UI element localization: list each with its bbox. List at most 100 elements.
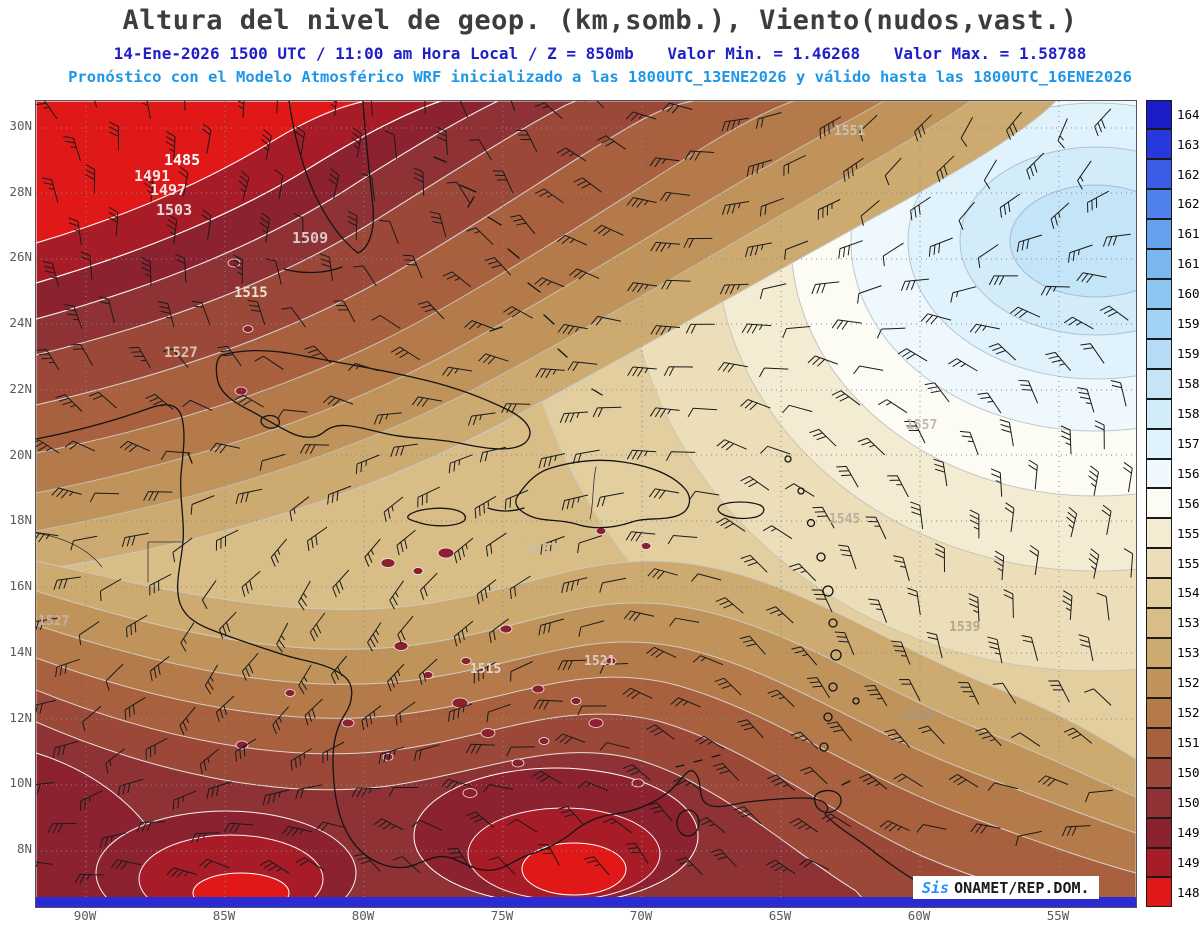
- wind-barb: [920, 313, 952, 325]
- colorbar-value: 1539: [1177, 615, 1200, 631]
- wind-barb: [853, 365, 884, 375]
- coastline-haiti-peninsula: [487, 507, 525, 512]
- wind-barb: [117, 778, 144, 796]
- wind-barb: [259, 212, 271, 243]
- wind-barb: [710, 848, 737, 868]
- wind-barb: [531, 770, 562, 784]
- wind-barb: [784, 240, 809, 260]
- wind-barb: [583, 856, 610, 876]
- wind-barb: [540, 535, 565, 555]
- wind-barb: [897, 348, 928, 362]
- colorbar-swatch: [1146, 488, 1172, 519]
- wind-barb: [160, 450, 191, 461]
- wind-barb: [378, 746, 405, 764]
- wind-barb: [717, 361, 748, 373]
- colorbar-row: 1521: [1146, 697, 1200, 728]
- colorbar-value: 1563: [1177, 495, 1200, 511]
- wind-barb: [783, 154, 806, 176]
- colorbar-value: 1509: [1177, 764, 1200, 780]
- wind-barb: [593, 224, 624, 237]
- valid-time-text: 14-Ene-2026 1500 UTC / 11:00 am Hora Loc…: [113, 44, 634, 63]
- wind-barb: [537, 843, 560, 866]
- wind-barb: [860, 200, 880, 226]
- wind-barb: [259, 453, 286, 471]
- wind-barb: [504, 489, 529, 510]
- wind-barb: [538, 453, 566, 469]
- wind-barb: [882, 242, 904, 267]
- wind-barb: [468, 139, 492, 161]
- wind-barb: [958, 682, 980, 705]
- colorbar-swatch: [1146, 757, 1172, 788]
- wind-barb: [676, 857, 703, 876]
- wind-barb: [573, 177, 602, 193]
- coastline-florida-keys: [283, 266, 343, 274]
- wind-barb: [716, 517, 746, 532]
- wind-barb: [1040, 285, 1071, 296]
- wind-barb: [806, 677, 831, 699]
- lat-tick-label: 20N: [9, 446, 32, 462]
- wind-barb: [299, 444, 330, 454]
- colorbar-value: 1551: [1177, 555, 1200, 571]
- wind-barb: [235, 738, 257, 762]
- wind-barb: [190, 495, 215, 515]
- map-area: 1485 1491 1497 1503 1509 1515 1527 1551 1557 1545…: [35, 100, 1137, 908]
- colorbar-swatch: [1146, 279, 1172, 309]
- wind-barb: [99, 832, 127, 848]
- wind-barb: [1021, 634, 1039, 661]
- wind-barb: [420, 572, 438, 600]
- wind-barb: [649, 407, 680, 418]
- wind-barb: [42, 261, 60, 287]
- wind-barb: [968, 593, 980, 622]
- colorbar-row: 1623: [1146, 189, 1200, 220]
- wind-barb: [355, 454, 380, 474]
- wind-barb: [82, 705, 102, 732]
- contour-label: 1527: [38, 614, 69, 629]
- wind-barb: [838, 544, 857, 570]
- wind-barb: [975, 727, 1002, 747]
- wind-barb: [1080, 343, 1105, 364]
- wind-barb: [488, 618, 509, 644]
- wind-barb: [108, 206, 119, 237]
- wind-barb: [625, 842, 649, 864]
- wind-barb: [650, 241, 680, 253]
- colorbar-value: 1575: [1177, 435, 1200, 451]
- border-haiti-dr: [589, 466, 597, 520]
- wind-barb: [36, 617, 58, 632]
- coastline-cozumel: [187, 452, 193, 464]
- wind-barb: [649, 157, 680, 168]
- wind-barb: [666, 451, 696, 461]
- wind-barb: [281, 307, 306, 328]
- wind-barb: [690, 573, 722, 582]
- wind-barb: [596, 492, 624, 508]
- wind-barb: [136, 101, 151, 119]
- wind-barb: [1099, 305, 1129, 321]
- wind-barb: [1094, 420, 1105, 450]
- wind-barb: [371, 314, 401, 329]
- wind-barb: [309, 612, 326, 642]
- wind-barb: [486, 703, 512, 723]
- coastline-florida: [288, 101, 375, 254]
- lake-maracaibo: [676, 809, 700, 837]
- wind-barb: [663, 366, 693, 377]
- wind-barb: [684, 150, 715, 161]
- wind-barb: [599, 577, 627, 593]
- wind-barb: [826, 721, 852, 742]
- lat-tick-label: 18N: [9, 512, 32, 528]
- wind-barb: [556, 234, 588, 246]
- wind-barb: [1006, 111, 1023, 140]
- wind-barb: [353, 853, 381, 872]
- wind-barb: [858, 773, 888, 790]
- wind-barb: [715, 597, 744, 614]
- wind-barb: [304, 698, 323, 726]
- wind-barb: [716, 439, 747, 451]
- wind-barb: [415, 101, 426, 114]
- wind-barb: [969, 323, 1000, 334]
- wind-barb: [950, 286, 977, 303]
- wind-barb: [904, 420, 926, 444]
- wind-barb: [362, 173, 375, 202]
- colorbar-swatch: [1146, 308, 1172, 339]
- wind-barb: [662, 102, 693, 114]
- wind-barb: [484, 257, 512, 276]
